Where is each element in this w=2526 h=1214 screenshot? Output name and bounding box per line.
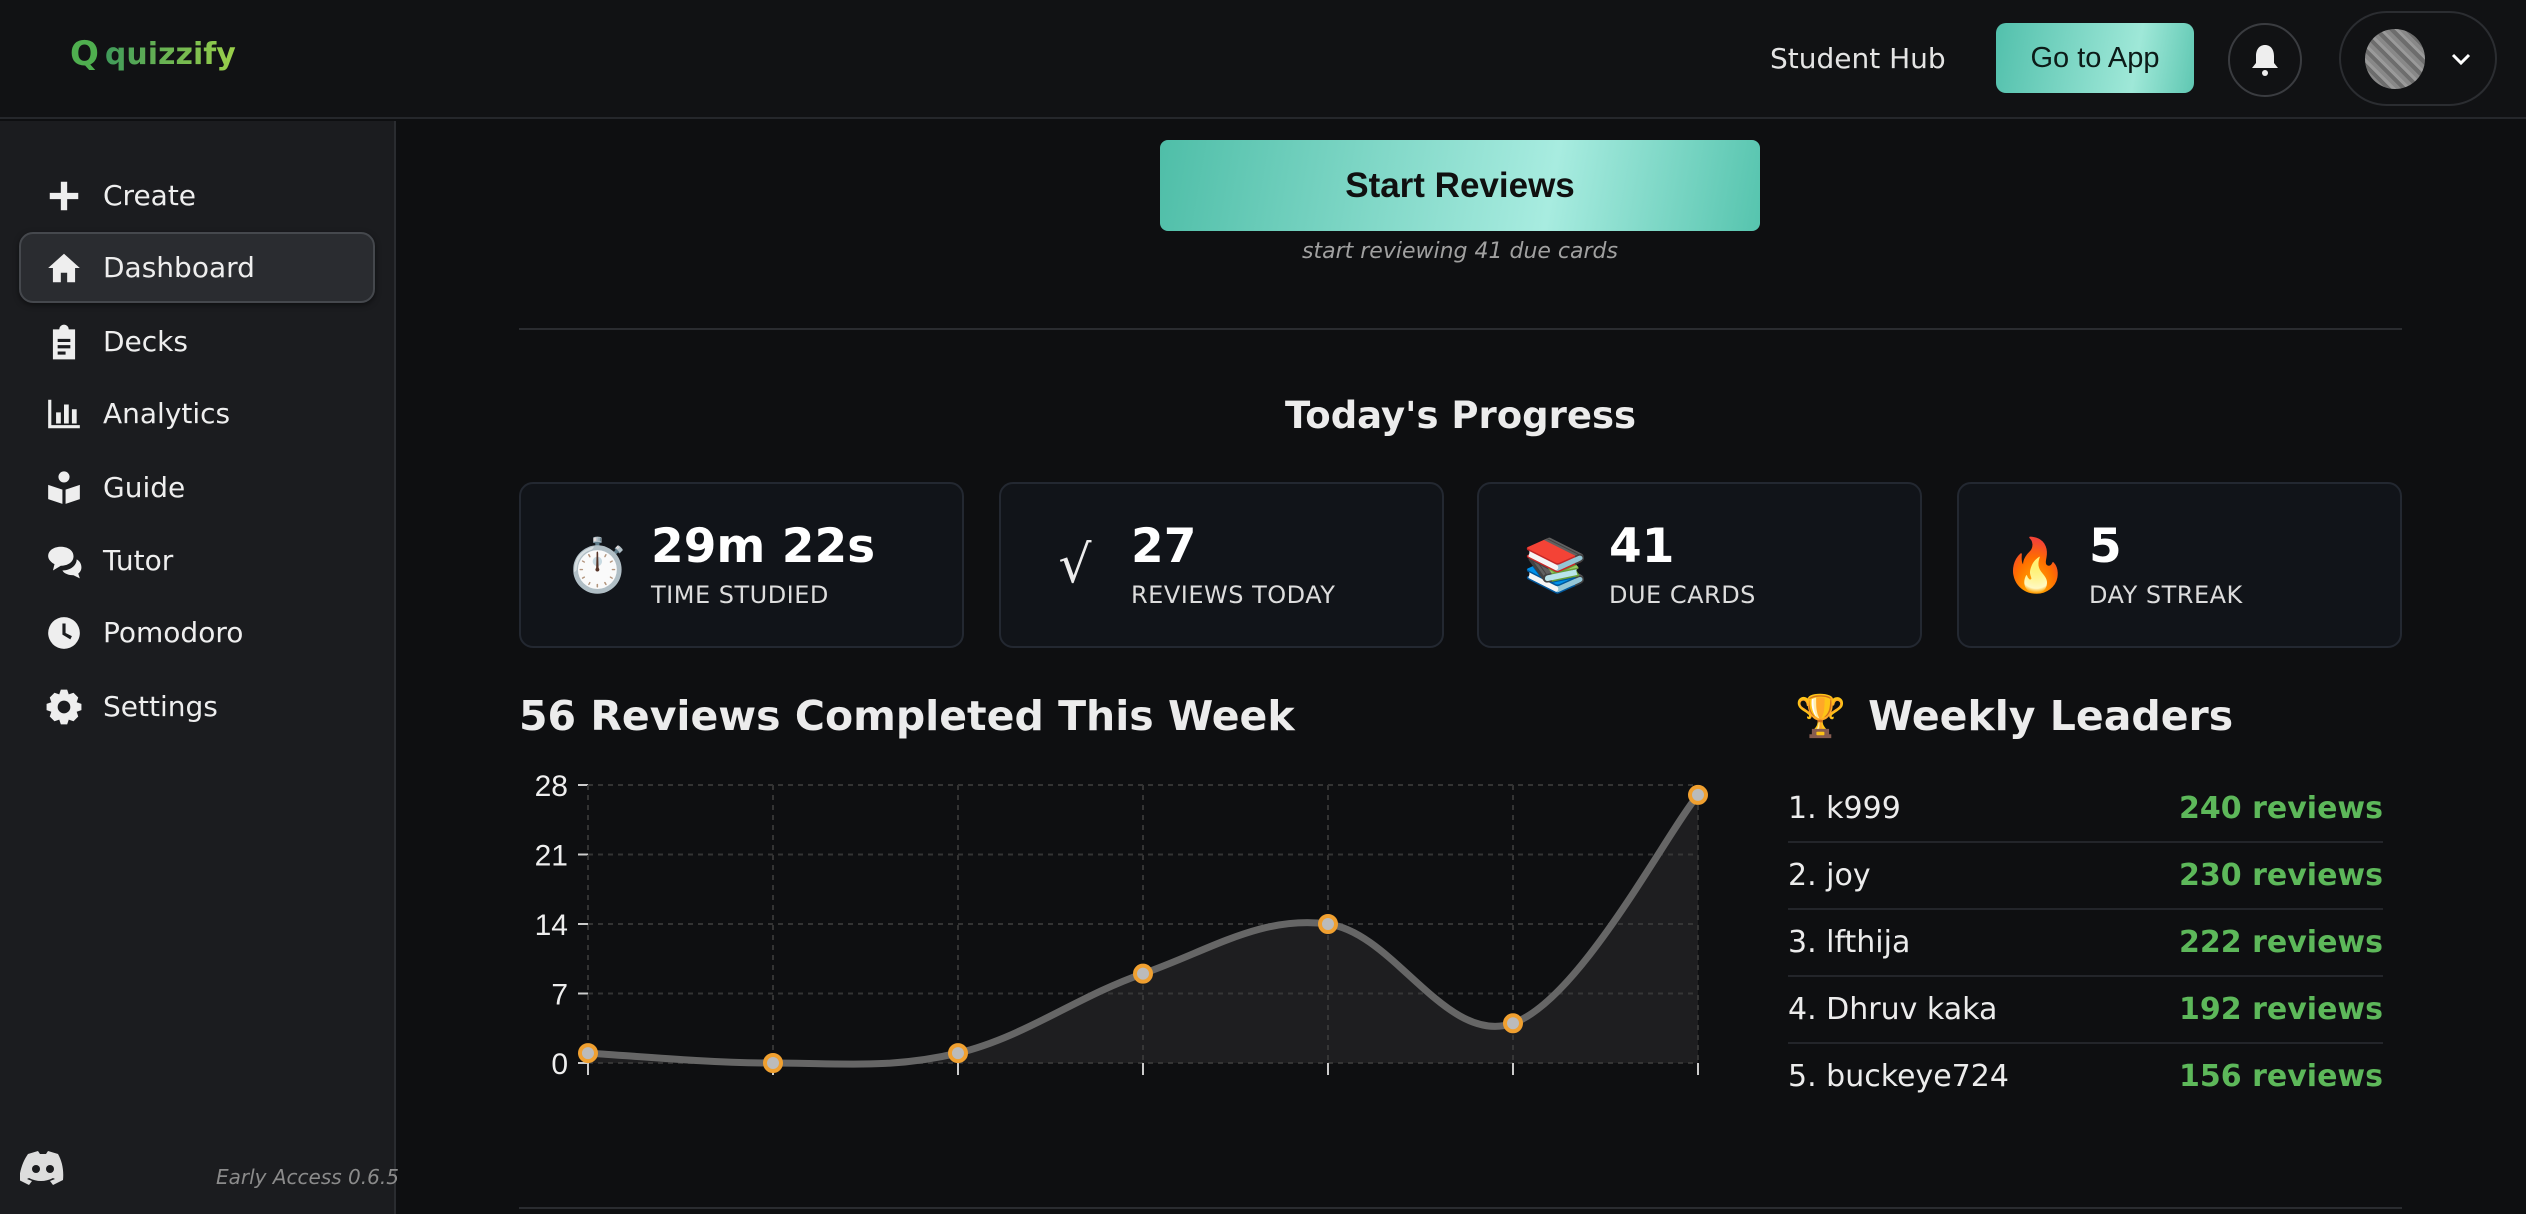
avatar bbox=[2365, 28, 2425, 89]
notifications-button[interactable] bbox=[2228, 23, 2302, 97]
leader-name: 4. Dhruv kaka bbox=[1788, 992, 1998, 1027]
book-reader-icon bbox=[48, 470, 80, 504]
leader-row: 5. buckeye724 156 reviews bbox=[1788, 1043, 2383, 1110]
sidebar-item-decks[interactable]: Decks bbox=[19, 306, 375, 377]
leader-reviews: 156 reviews bbox=[2179, 1059, 2383, 1094]
sidebar-item-label: Guide bbox=[103, 471, 186, 504]
stat-value: 5 bbox=[2089, 519, 2122, 575]
bell-icon bbox=[2252, 45, 2278, 76]
leader-row: 2. joy 230 reviews bbox=[1788, 843, 2383, 910]
chevron-down-icon bbox=[2451, 53, 2471, 65]
plus-icon bbox=[49, 181, 79, 210]
sidebar-item-pomodoro[interactable]: Pomodoro bbox=[19, 597, 375, 668]
leaders-title: 🏆 Weekly Leaders bbox=[1795, 692, 2233, 741]
y-tick-label: 21 bbox=[535, 840, 568, 873]
leaders-title-text: Weekly Leaders bbox=[1868, 692, 2234, 740]
sidebar-item-tutor[interactable]: Tutor bbox=[19, 525, 375, 596]
discord-link[interactable] bbox=[19, 1150, 66, 1190]
start-reviews-button[interactable]: Start Reviews bbox=[1160, 140, 1760, 231]
leader-row: 4. Dhruv kaka 192 reviews bbox=[1788, 977, 2383, 1044]
gear-icon bbox=[46, 689, 82, 724]
go-to-app-button[interactable]: Go to App bbox=[1996, 23, 2194, 93]
stat-label: TIME STUDIED bbox=[651, 580, 829, 609]
sidebar-item-analytics[interactable]: Analytics bbox=[19, 378, 375, 449]
sidebar-item-create[interactable]: Create bbox=[19, 160, 375, 231]
y-tick-label: 14 bbox=[535, 909, 568, 942]
leader-name: 5. buckeye724 bbox=[1788, 1059, 2009, 1094]
stat-value: 41 bbox=[1609, 519, 1675, 575]
divider bbox=[519, 1207, 2402, 1209]
sidebar-item-label: Pomodoro bbox=[103, 616, 244, 649]
stopwatch-icon: ⏱️ bbox=[565, 535, 630, 596]
stat-label: REVIEWS TODAY bbox=[1131, 580, 1336, 609]
sidebar-item-settings[interactable]: Settings bbox=[19, 671, 375, 742]
discord-icon bbox=[19, 1151, 64, 1185]
sidebar-item-guide[interactable]: Guide bbox=[19, 452, 375, 523]
sidebar-item-label: Analytics bbox=[103, 397, 231, 430]
sidebar-item-label: Dashboard bbox=[103, 251, 255, 284]
progress-title: Today's Progress bbox=[1284, 394, 1637, 437]
leader-reviews: 222 reviews bbox=[2179, 925, 2383, 960]
y-tick-label: 28 bbox=[535, 770, 568, 803]
version-label: Early Access 0.6.5 bbox=[216, 1165, 399, 1189]
fire-icon: 🔥 bbox=[2003, 535, 2068, 596]
logo-text: quizzify bbox=[104, 36, 236, 72]
checkmark-icon: √ bbox=[1058, 535, 1092, 595]
start-reviews-subtext: start reviewing 41 due cards bbox=[1302, 239, 1618, 264]
data-point bbox=[948, 1043, 968, 1064]
data-point bbox=[1318, 914, 1338, 934]
stat-label: DAY STREAK bbox=[2089, 580, 2243, 609]
area-fill bbox=[588, 794, 1698, 1065]
user-menu[interactable] bbox=[2339, 11, 2497, 106]
weekly-reviews-chart: 0 7 14 21 28 bbox=[535, 770, 1708, 1081]
stat-card-time-studied: ⏱️ 29m 22s TIME STUDIED bbox=[519, 482, 964, 648]
sidebar-item-label: Decks bbox=[103, 325, 188, 358]
sidebar bbox=[0, 121, 396, 1214]
logo-mark: Q bbox=[70, 34, 99, 74]
leader-row: 1. k999 240 reviews bbox=[1788, 776, 2383, 843]
books-icon: 📚 bbox=[1523, 535, 1588, 596]
student-hub-link[interactable]: Student Hub bbox=[1770, 42, 1946, 75]
leader-reviews: 240 reviews bbox=[2179, 791, 2383, 826]
chart-title: 56 Reviews Completed This Week bbox=[519, 692, 1295, 740]
sidebar-item-label: Tutor bbox=[103, 544, 174, 577]
leader-row: 3. lfthija 222 reviews bbox=[1788, 910, 2383, 977]
leader-name: 2. joy bbox=[1788, 858, 1871, 893]
y-tick-label: 0 bbox=[551, 1048, 568, 1081]
stat-card-due-cards: 📚 41 DUE CARDS bbox=[1477, 482, 1922, 648]
stat-card-day-streak: 🔥 5 DAY STREAK bbox=[1957, 482, 2402, 648]
bar-chart-icon bbox=[48, 399, 80, 428]
data-point bbox=[763, 1053, 783, 1073]
stat-card-reviews-today: √ 27 REVIEWS TODAY bbox=[999, 482, 1444, 648]
sidebar-item-label: Settings bbox=[103, 690, 218, 723]
stat-value: 29m 22s bbox=[651, 519, 876, 575]
sidebar-item-dashboard[interactable]: Dashboard bbox=[19, 232, 375, 303]
trophy-icon: 🏆 bbox=[1795, 692, 1847, 740]
clipboard-icon bbox=[52, 324, 76, 359]
data-point bbox=[1503, 1013, 1523, 1034]
sidebar-item-label: Create bbox=[103, 179, 197, 212]
data-point bbox=[578, 1043, 598, 1064]
leader-name: 1. k999 bbox=[1788, 791, 1901, 826]
stat-label: DUE CARDS bbox=[1609, 580, 1756, 609]
data-point bbox=[1133, 963, 1153, 984]
y-tick-label: 7 bbox=[551, 979, 568, 1012]
leader-name: 3. lfthija bbox=[1788, 925, 1911, 960]
leader-reviews: 230 reviews bbox=[2179, 858, 2383, 893]
chat-bubbles-icon bbox=[48, 546, 82, 578]
home-icon bbox=[48, 253, 80, 282]
divider bbox=[519, 328, 2402, 330]
stat-value: 27 bbox=[1131, 519, 1197, 575]
data-point bbox=[1688, 784, 1708, 805]
leader-reviews: 192 reviews bbox=[2179, 992, 2383, 1027]
clock-icon bbox=[48, 616, 80, 649]
